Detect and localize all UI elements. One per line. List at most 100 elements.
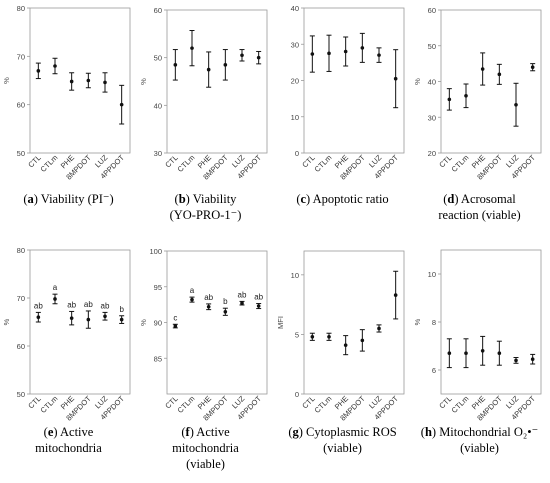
data-point (377, 53, 381, 57)
y-tick-label: 20 (428, 149, 436, 158)
y-tick-label: 6 (432, 366, 436, 375)
data-point (256, 55, 261, 60)
x-tick-label: CTLm (313, 153, 334, 174)
data-point (393, 76, 398, 81)
data-point (447, 97, 452, 102)
data-point (480, 67, 485, 71)
data-point (327, 335, 331, 339)
y-axis-label: % (2, 318, 11, 325)
significance-label: a (53, 283, 58, 292)
caption-h: (h) Mitochondrial O₂•⁻ (viable) (411, 424, 548, 456)
panel-letter: h (424, 425, 432, 439)
caption-d: (d) Acrosomal reaction (viable) (411, 191, 548, 223)
x-tick-label: CTLm (176, 394, 197, 415)
y-tick-label: 70 (17, 294, 25, 303)
y-tick-label: 70 (17, 52, 25, 61)
y-tick-label: 20 (291, 77, 299, 86)
y-tick-label: 85 (154, 354, 162, 363)
data-point (256, 304, 261, 308)
caption-line: mitochondria (35, 441, 102, 455)
data-point (103, 80, 107, 85)
data-point (69, 316, 74, 320)
caption-line: (f) Active (181, 425, 230, 439)
data-point (206, 304, 211, 309)
panel-e: 50 60 70 80% CTL CTLm PHE 8MPDOT LUZ 4PPDOT ab a ab a… (0, 241, 137, 482)
y-axis-label: % (139, 319, 148, 326)
data-point (86, 317, 91, 322)
significance-label: b (119, 305, 124, 314)
y-tick-label: 50 (17, 149, 25, 158)
data-point (53, 297, 57, 301)
y-tick-label: 40 (428, 78, 436, 87)
data-point (343, 49, 348, 54)
caption-b: (b) Viability (YO-PRO-1⁻) (137, 191, 274, 223)
caption-line: (viable) (186, 457, 225, 471)
significance-label: ab (34, 301, 43, 310)
data-point (173, 324, 178, 328)
caption-line: mitochondria (172, 441, 239, 455)
caption-line: (viable) (460, 441, 499, 455)
y-tick-label: 95 (154, 283, 162, 292)
data-point (119, 317, 124, 322)
data-point (206, 67, 211, 72)
data-point (393, 293, 398, 297)
data-point (464, 94, 468, 98)
y-tick-label: 30 (154, 149, 162, 158)
significance-label: b (223, 297, 228, 306)
y-tick-label: 50 (154, 54, 162, 63)
data-point (360, 46, 365, 50)
data-point (190, 46, 194, 50)
significance-label: ab (254, 293, 263, 302)
significance-label: ab (238, 290, 247, 299)
data-point (223, 309, 228, 314)
panel-a: 50 60 70 80% CTL CTLm PHE 8MPDOT LUZ 4PPDOT (a) V… (0, 0, 137, 241)
caption-line: (c) Apoptotic ratio (296, 192, 389, 206)
panel-letter: b (178, 192, 186, 206)
plot-frame (303, 7, 405, 154)
y-tick-label: 60 (17, 342, 25, 351)
data-point (514, 358, 518, 363)
y-tick-label: 10 (291, 113, 299, 122)
data-point (69, 79, 74, 84)
significance-label: ab (67, 300, 76, 309)
panel-c: 0 10 20 30 40 CTL CTLm PHE 8MPDOT LUZ 4PPDOT (c) A… (274, 0, 411, 241)
caption-line: (d) Acrosomal (443, 192, 516, 206)
x-tick-label: CTLm (450, 394, 471, 415)
y-tick-label: 50 (428, 42, 436, 51)
panel-letter: e (47, 425, 54, 439)
plot-frame (440, 9, 542, 154)
data-point (36, 315, 41, 319)
data-point (310, 52, 315, 56)
caption-f: (f) Active mitochondria (viable) (137, 424, 274, 472)
data-point (103, 314, 107, 319)
caption-line: (g) Cytoplasmic ROS (288, 425, 397, 439)
caption-a: (a) Viability (PI⁻) (0, 191, 137, 207)
x-tick-label: CTLm (176, 153, 197, 174)
caption-line: (YO-PRO-1⁻) (169, 208, 242, 222)
data-point (36, 69, 41, 73)
y-tick-label: 40 (154, 101, 162, 110)
caption-e: (e) Active mitochondria (0, 424, 137, 456)
data-point (447, 351, 452, 355)
y-tick-label: 5 (295, 330, 299, 339)
data-point (530, 65, 535, 69)
data-point (240, 53, 244, 58)
y-axis-label: % (2, 77, 11, 84)
significance-label: ab (101, 301, 110, 310)
data-point (464, 351, 468, 355)
y-tick-label: 50 (17, 390, 25, 399)
x-tick-label: CTLm (450, 153, 471, 174)
y-tick-label: 0 (295, 149, 299, 158)
data-point (514, 102, 518, 107)
panel-letter: a (27, 192, 34, 206)
plot-frame (303, 250, 405, 395)
x-tick-label: CTLm (39, 394, 60, 415)
data-point (377, 326, 381, 331)
data-point (86, 78, 91, 83)
